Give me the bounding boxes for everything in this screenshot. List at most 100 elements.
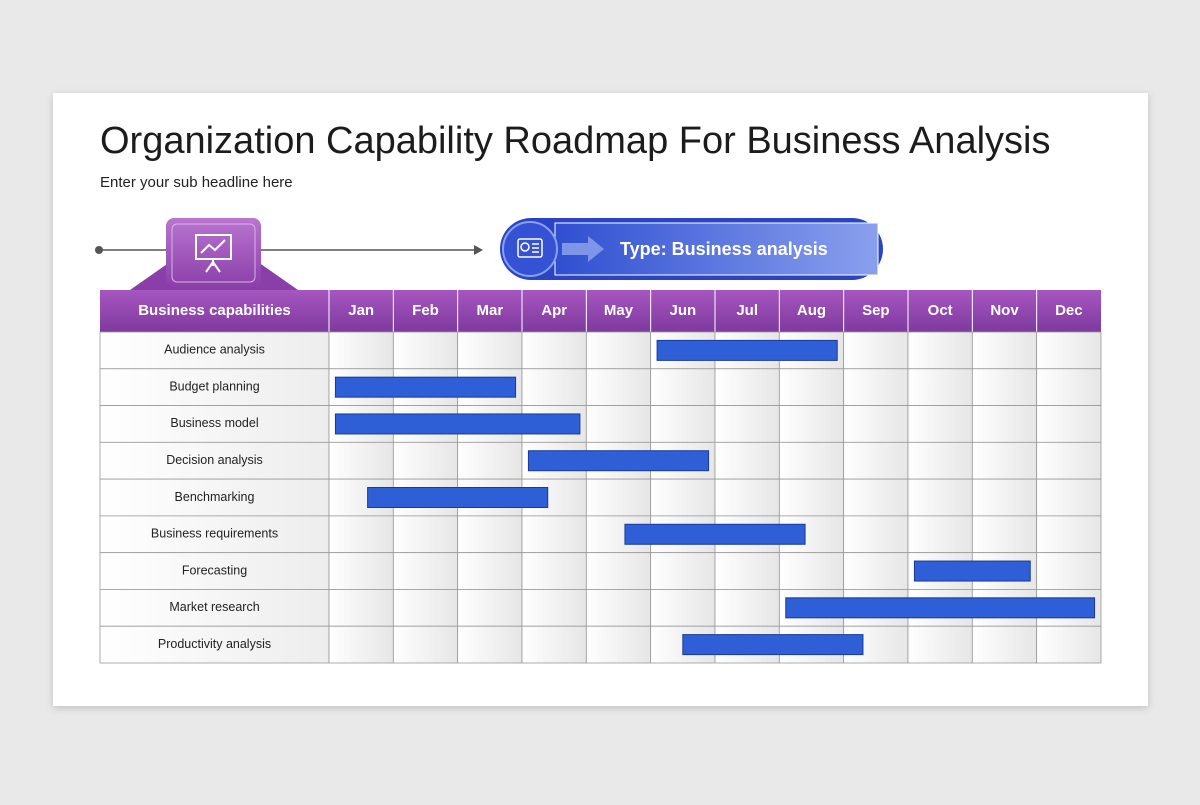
cell: [521, 625, 587, 664]
row-label: Forecasting: [182, 563, 247, 577]
cell: [457, 552, 523, 590]
cell: [650, 552, 716, 590]
gantt-bar: [624, 523, 806, 545]
cell: [714, 441, 780, 480]
timeline-dot: [95, 246, 103, 254]
cell: [778, 441, 845, 480]
cell: [1036, 368, 1102, 406]
cell: [971, 478, 1038, 517]
cell: [778, 478, 845, 517]
cell: [585, 552, 652, 590]
label-cell: [99, 625, 330, 664]
title: Organization Capability Roadmap For Busi…: [100, 120, 1050, 162]
cell: [714, 478, 780, 517]
month-label: Dec: [1055, 302, 1083, 319]
cell: [328, 441, 394, 480]
cell: [521, 552, 587, 590]
cell: [585, 331, 652, 370]
cell: [843, 331, 909, 370]
cell: [843, 405, 909, 443]
cell: [457, 625, 523, 664]
cell: [392, 589, 459, 627]
month-label: Sep: [862, 302, 890, 319]
gantt-bar: [334, 413, 581, 435]
label-cell: [99, 441, 330, 480]
cell: [971, 441, 1038, 480]
cell: [457, 331, 523, 370]
subtitle: Enter your sub headline here: [100, 174, 293, 191]
month-label: Jan: [348, 302, 374, 319]
cell: [971, 405, 1038, 443]
cell: [714, 552, 780, 590]
presentation-icon: [195, 234, 232, 273]
month-label: May: [604, 302, 634, 319]
cell: [714, 405, 780, 443]
cell: [328, 589, 394, 627]
cell: [328, 552, 394, 590]
cell: [521, 331, 587, 370]
cell: [521, 515, 587, 554]
cell: [328, 515, 394, 554]
cell: [1036, 552, 1102, 590]
badge-arrow: [562, 236, 604, 262]
cell: [521, 589, 587, 627]
tab-inner: [171, 223, 256, 283]
cell: [1036, 405, 1102, 443]
gantt: Business capabilities Jan Feb Mar Apr May Jun J…: [99, 290, 1102, 664]
cell: [585, 368, 652, 406]
row-label: Market research: [169, 600, 259, 614]
cell: [907, 405, 973, 443]
cell: [392, 331, 459, 370]
row-label: Business model: [170, 416, 258, 430]
cell: [585, 625, 652, 664]
month-label: Jul: [736, 302, 758, 319]
cell: [971, 368, 1038, 406]
row-label: Business requirements: [151, 527, 278, 541]
row-label: Decision analysis: [166, 453, 263, 467]
gantt-bar: [367, 487, 549, 508]
cell: [907, 331, 973, 370]
row-label: Budget planning: [169, 379, 259, 393]
badge-text: Type: Business analysis: [620, 239, 828, 259]
cell: [392, 625, 459, 664]
cell: [971, 515, 1038, 554]
row-label: Audience analysis: [164, 343, 265, 357]
gantt-bar: [785, 597, 1096, 619]
cell: [1036, 625, 1102, 664]
gantt-bar: [656, 339, 838, 361]
cell: [971, 331, 1038, 370]
cell: [585, 405, 652, 443]
cell: [714, 589, 780, 627]
cell: [585, 589, 652, 627]
header: [100, 290, 1101, 332]
cell: [843, 478, 909, 517]
cell: [650, 478, 716, 517]
cell: [971, 625, 1038, 664]
cell: [778, 552, 845, 590]
cell: [1036, 515, 1102, 554]
cell: [328, 331, 394, 370]
month-label: Apr: [541, 302, 567, 319]
cell: [650, 368, 716, 406]
cell: [843, 552, 909, 590]
gantt-bar: [334, 376, 517, 398]
month-label: Oct: [928, 302, 953, 319]
cell: [392, 515, 459, 554]
cell: [650, 405, 716, 443]
cell: [392, 441, 459, 480]
cell: [778, 405, 845, 443]
cell: [907, 478, 973, 517]
cell: [843, 515, 909, 554]
badge-circle: [502, 221, 558, 277]
month-label: Jun: [669, 302, 696, 319]
gantt-bar: [682, 634, 864, 656]
cell: [907, 368, 973, 406]
month-label: Aug: [797, 302, 826, 319]
month-label: Nov: [990, 302, 1019, 319]
label-cell: [99, 405, 330, 443]
cell: [457, 589, 523, 627]
cell: [907, 515, 973, 554]
cell: [907, 441, 973, 480]
